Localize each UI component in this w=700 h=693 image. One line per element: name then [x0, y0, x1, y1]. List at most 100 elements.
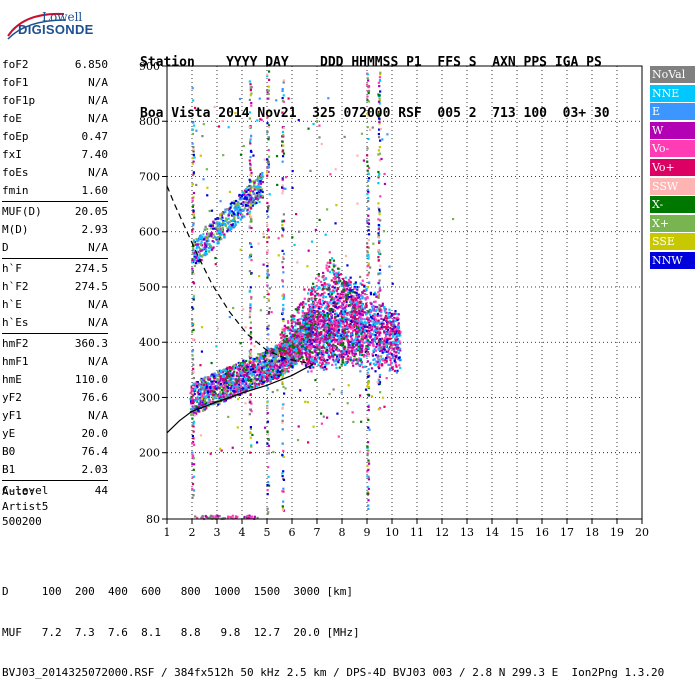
echo-point — [302, 312, 304, 314]
echo-point — [327, 262, 329, 264]
echo-point — [349, 292, 351, 294]
echo-point — [335, 367, 337, 369]
echo-point — [392, 343, 394, 345]
echo-point — [311, 356, 313, 358]
echo-point — [329, 291, 331, 293]
echo-point — [341, 363, 343, 365]
echo-point — [192, 329, 194, 331]
echo-point — [247, 209, 249, 211]
echo-point — [390, 341, 392, 343]
echo-point — [323, 346, 325, 348]
echo-point — [249, 413, 251, 415]
echo-point — [244, 207, 246, 209]
echo-point — [343, 337, 345, 339]
echo-point — [300, 348, 302, 350]
echo-point — [194, 387, 196, 389]
echo-point — [307, 371, 309, 373]
echo-point — [331, 269, 333, 271]
echo-point — [235, 378, 237, 380]
echo-point — [321, 304, 323, 306]
echo-point — [296, 345, 298, 347]
echo-point — [338, 336, 340, 338]
echo-point — [373, 344, 375, 346]
echo-point — [244, 374, 246, 376]
echo-point — [384, 326, 386, 328]
echo-point — [233, 390, 235, 392]
echo-point — [192, 149, 194, 151]
echo-point — [250, 355, 252, 357]
echo-point — [301, 355, 303, 357]
echo-point — [390, 331, 392, 333]
echo-point — [317, 341, 319, 343]
echo-point — [328, 318, 330, 320]
echo-point — [291, 365, 293, 367]
echo-point — [341, 282, 343, 284]
echo-point — [282, 420, 284, 422]
echo-point — [350, 281, 352, 283]
echo-point — [285, 369, 287, 371]
echo-point — [231, 224, 233, 226]
echo-point — [343, 291, 345, 293]
echo-point — [323, 321, 325, 323]
echo-point — [387, 351, 389, 353]
echo-point — [249, 353, 251, 355]
echo-point — [251, 374, 253, 376]
echo-point — [328, 343, 330, 345]
echo-point — [326, 288, 328, 290]
echo-point — [322, 284, 324, 286]
echo-point — [314, 286, 316, 288]
echo-point — [366, 316, 368, 318]
echo-point — [369, 314, 371, 316]
echo-point — [363, 285, 365, 287]
echo-point — [249, 398, 251, 400]
echo-point — [249, 394, 251, 396]
echo-point — [367, 335, 369, 337]
echo-point — [373, 293, 375, 295]
echo-point — [282, 304, 284, 306]
echo-point — [267, 216, 269, 218]
echo-point — [298, 338, 300, 340]
echo-point — [372, 307, 374, 309]
echo-point — [249, 256, 251, 258]
echo-point — [230, 206, 232, 208]
echo-point — [327, 313, 329, 315]
echo-point — [263, 365, 265, 367]
echo-point — [253, 386, 255, 388]
echo-point — [335, 289, 337, 291]
echo-point — [208, 396, 210, 398]
echo-point — [266, 237, 268, 239]
echo-point — [383, 348, 385, 350]
echo-point — [224, 376, 226, 378]
echo-point — [206, 387, 208, 389]
echo-point — [322, 357, 324, 359]
echo-point — [227, 394, 229, 396]
echo-point — [332, 305, 334, 307]
echo-point — [203, 384, 205, 386]
echo-point — [324, 360, 326, 362]
echo-point — [321, 326, 323, 328]
echo-point — [318, 287, 320, 289]
echo-point — [282, 336, 284, 338]
echo-point — [226, 230, 228, 232]
echo-point — [282, 386, 284, 388]
echo-point — [382, 323, 384, 325]
echo-point — [250, 331, 252, 333]
echo-point — [322, 276, 324, 278]
echo-point — [360, 363, 362, 365]
echo-point — [259, 377, 261, 379]
echo-point — [386, 339, 388, 341]
echo-point — [237, 366, 239, 368]
echo-point — [339, 293, 341, 295]
echo-point — [337, 349, 339, 351]
echo-point — [282, 312, 284, 314]
echo-point — [357, 324, 359, 326]
echo-point — [361, 297, 363, 299]
echo-point — [282, 150, 284, 152]
echo-point — [221, 223, 223, 225]
echo-point — [192, 200, 194, 202]
echo-point — [266, 210, 268, 212]
echo-point — [192, 206, 194, 208]
echo-point — [363, 342, 365, 344]
echo-point — [354, 321, 356, 323]
echo-point — [281, 192, 283, 194]
